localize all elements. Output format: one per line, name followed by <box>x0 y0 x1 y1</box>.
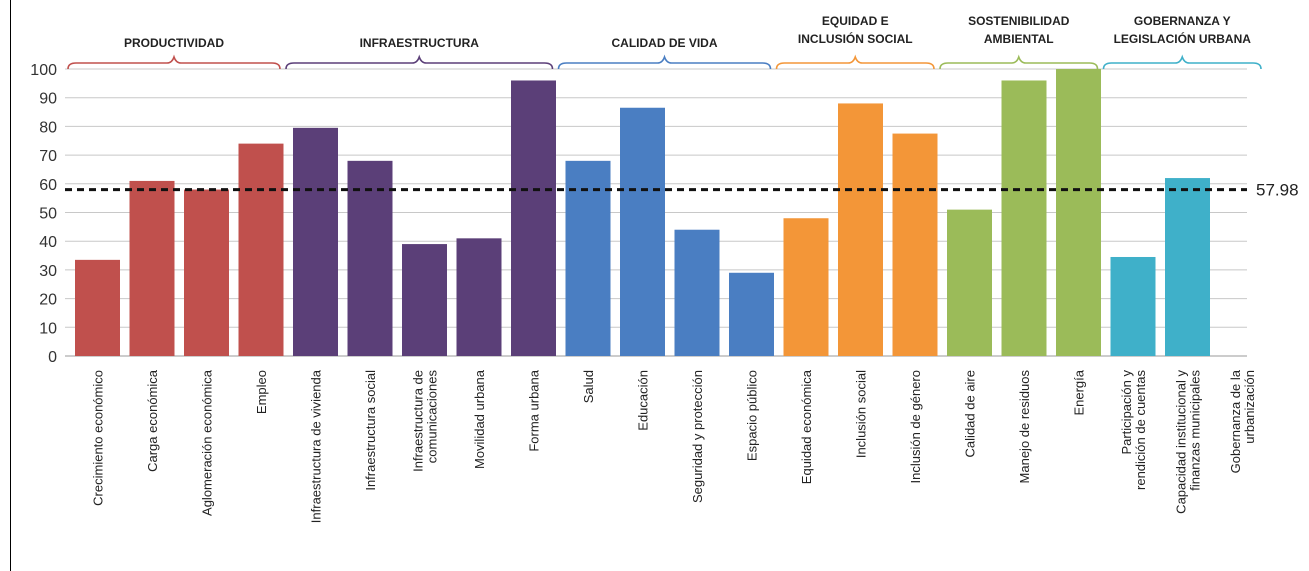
group-brace <box>285 54 554 70</box>
group-brace <box>775 54 935 70</box>
x-tick-label: Seguridad y protección <box>690 370 705 503</box>
group-title: GOBERNANZA Y <box>1134 14 1231 28</box>
bar <box>1001 80 1047 356</box>
bar <box>456 238 502 356</box>
x-tick-label: Participación y <box>1119 370 1134 455</box>
y-tick-label: 70 <box>39 148 57 165</box>
bar <box>293 127 338 357</box>
x-tick-label: comunicaciones <box>425 370 440 464</box>
bar <box>892 133 938 356</box>
bar <box>402 244 447 356</box>
y-tick-label: 0 <box>48 349 57 366</box>
x-tick-label: Equidad económica <box>799 369 814 484</box>
x-tick-label: Calidad de aire <box>963 370 978 457</box>
bar <box>129 180 175 356</box>
bar <box>838 103 883 356</box>
group-title: INFRAESTRUCTURA <box>360 36 480 50</box>
x-tick-label: urbanización <box>1242 370 1257 444</box>
bar <box>729 272 774 356</box>
bar <box>347 160 393 356</box>
group-title: INCLUSIÓN SOCIAL <box>798 31 913 46</box>
group-brace <box>557 54 772 70</box>
x-tick-label: Manejo de residuos <box>1017 370 1032 484</box>
y-tick-label: 50 <box>39 206 57 223</box>
group-brace <box>67 54 281 70</box>
bar <box>511 80 556 356</box>
left-border <box>0 0 11 571</box>
x-tick-label: rendición de cuentas <box>1133 370 1148 490</box>
average-reference-label: 57.98 <box>1256 181 1299 200</box>
x-tick-label: Inclusión de género <box>908 370 923 483</box>
group-title: LEGISLACIÓN URBANA <box>1114 31 1252 46</box>
x-tick-label: finanzas municipales <box>1188 370 1203 491</box>
y-tick-label: 20 <box>39 292 57 309</box>
y-tick-label: 90 <box>39 91 57 108</box>
group-title: AMBIENTAL <box>984 32 1054 46</box>
group-title: PRODUCTIVIDAD <box>124 36 224 50</box>
x-tick-label: Forma urbana <box>527 369 542 451</box>
x-tick-label: Carga económica <box>145 369 160 472</box>
bar <box>184 189 229 356</box>
y-tick-label: 10 <box>39 320 57 337</box>
x-tick-label: Movilidad urbana <box>472 369 487 469</box>
group-brace <box>939 54 1099 70</box>
x-tick-label: Energía <box>1072 369 1087 415</box>
bar <box>565 160 611 356</box>
x-tick-label: Infraestructura de <box>411 370 426 472</box>
x-tick-label: Educación <box>636 370 651 431</box>
x-tick-label: Salud <box>581 370 596 403</box>
x-tick-label: Espacio público <box>745 370 760 461</box>
bar <box>947 209 992 356</box>
bar <box>620 107 665 357</box>
group-title: EQUIDAD E <box>822 14 889 28</box>
x-tick-label: Infraestructura social <box>363 370 378 491</box>
y-tick-label: 60 <box>39 177 57 194</box>
bar <box>1110 256 1156 356</box>
bar <box>783 218 829 356</box>
x-tick-label: Empleo <box>254 370 269 414</box>
y-tick-label: 100 <box>30 62 57 79</box>
x-tick-label: Gobernanza de la <box>1228 369 1243 473</box>
x-tick-label: Inclusión social <box>854 370 869 458</box>
group-title: CALIDAD DE VIDA <box>611 36 717 50</box>
bar <box>238 143 284 356</box>
bar <box>1165 178 1210 356</box>
y-tick-label: 40 <box>39 234 57 251</box>
group-brace <box>1102 54 1262 70</box>
group-title: SOSTENIBILIDAD <box>968 14 1070 28</box>
x-tick-label: Crecimiento económico <box>91 370 106 506</box>
y-tick-label: 30 <box>39 263 57 280</box>
x-tick-label: Infraestructura de vivienda <box>309 369 324 523</box>
x-tick-label: Capacidad institucional y <box>1174 370 1189 514</box>
y-tick-label: 80 <box>39 119 57 136</box>
x-tick-label: Aglomeración económica <box>200 369 215 516</box>
bar <box>674 229 720 356</box>
bar <box>1056 69 1101 356</box>
bar <box>75 259 120 356</box>
